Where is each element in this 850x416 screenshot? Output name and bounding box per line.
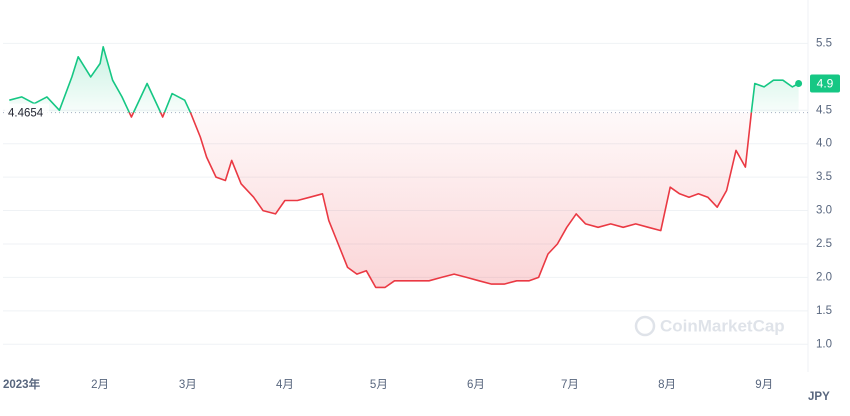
x-tick-label: 7月 (561, 379, 579, 391)
x-tick-label: 9月 (755, 379, 773, 391)
last-point (795, 80, 803, 88)
area (9, 46, 799, 288)
y-tick-label: 1.0 (816, 338, 832, 350)
y-tick-label: 3.0 (816, 205, 832, 217)
x-tick-label: 5月 (370, 379, 388, 391)
watermark-logo (634, 315, 656, 337)
watermark-text: CoinMarketCap (660, 316, 785, 335)
y-tick-label: 2.5 (816, 238, 832, 250)
y-tick-label: 4.5 (816, 104, 832, 116)
current-value-badge (810, 74, 840, 93)
y-tick-label: 1.5 (816, 305, 832, 317)
x-tick-label: 4月 (276, 379, 294, 391)
x-tick-label: 3月 (179, 379, 197, 391)
x-tick-label: 6月 (467, 379, 485, 391)
x-tick-label: 8月 (658, 379, 676, 391)
price-line (9, 46, 799, 289)
currency-label: JPY (808, 391, 830, 403)
baseline-label: 4.4654 (8, 108, 44, 120)
y-tick-label: 5.5 (816, 37, 832, 49)
x-tick-label: 2023年 (3, 377, 41, 391)
baseline-label-bg (5, 103, 49, 120)
y-tick-label: 3.5 (816, 171, 832, 183)
y-tick-label: 4.0 (816, 138, 832, 150)
watermark: CoinMarketCap (634, 315, 785, 337)
x-tick-label: 2月 (91, 379, 109, 391)
current-value-label: 4.9 (817, 77, 834, 91)
y-tick-label: 2.0 (816, 271, 832, 283)
